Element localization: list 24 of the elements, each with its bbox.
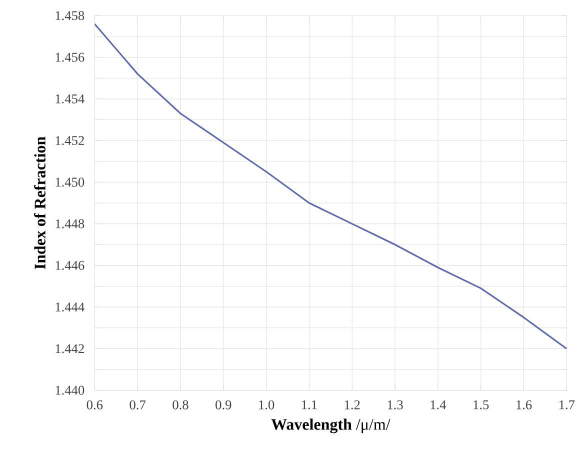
y-tick-label: 1.454 (56, 94, 84, 104)
x-tick-label: 0.7 (130, 400, 146, 410)
y-tick-label: 1.456 (56, 52, 84, 62)
y-axis-title: Index of Refraction (34, 136, 46, 270)
x-axis-title: Wavelength /μ/m/ (271, 418, 390, 434)
y-tick-label: 1.458 (56, 11, 84, 20)
x-tick-label: 1.5 (474, 400, 489, 410)
x-tick-label: 1.1 (302, 400, 317, 410)
x-tick-label: 1.0 (259, 400, 274, 410)
x-tick-label: 1.7 (559, 400, 575, 410)
x-tick-label: 1.2 (344, 400, 360, 410)
y-tick-label: 1.448 (56, 219, 84, 228)
x-tick-label: 0.6 (86, 400, 103, 410)
y-tick-label: 1.446 (56, 260, 84, 270)
y-tick-label: 1.452 (56, 136, 84, 146)
x-tick-label: 0.9 (216, 400, 232, 410)
y-tick-label: 1.440 (56, 386, 84, 395)
x-tick-label: 0.8 (172, 400, 188, 410)
x-tick-label: 1.6 (516, 400, 532, 410)
x-tick-label: 1.4 (430, 400, 446, 410)
y-tick-label: 1.444 (56, 302, 84, 312)
x-tick-label: 1.3 (388, 400, 403, 410)
y-tick-label: 1.450 (56, 178, 84, 187)
y-tick-label: 1.442 (56, 344, 84, 354)
